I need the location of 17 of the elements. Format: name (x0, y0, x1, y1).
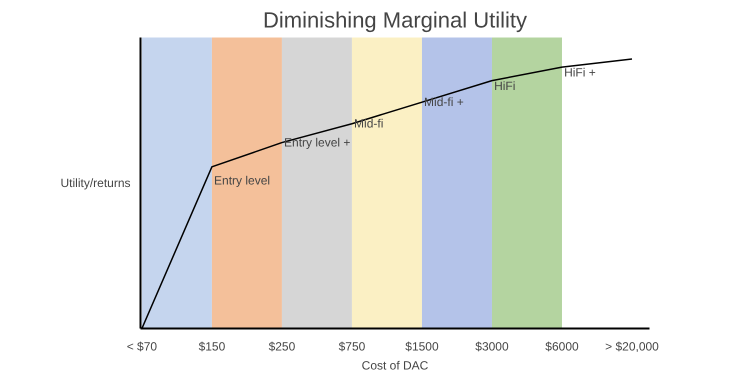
x-axis-title: Cost of DAC (362, 358, 429, 372)
y-axis-title: Utility/returns (60, 176, 130, 190)
x-tick-label: $1500 (405, 340, 439, 354)
annotation: Entry level (214, 173, 270, 188)
x-tick-label: $150 (198, 340, 226, 354)
annotation: Mid-fi (354, 116, 384, 131)
x-tick-label: $750 (338, 340, 366, 354)
x-tick-label: $3000 (475, 340, 509, 354)
annotation: HiFi (494, 79, 516, 93)
x-tick-label: $250 (268, 340, 296, 354)
x-tick-label: $6000 (545, 340, 579, 354)
x-tick-label: < $70 (126, 340, 158, 354)
x-tick-label: > $20,000 (605, 340, 660, 354)
annotation: Entry level + (284, 136, 350, 150)
annotation: Mid-fi + (424, 95, 464, 110)
annotation: HiFi + (564, 66, 596, 80)
chart-title: Diminishing Marginal Utility (262, 8, 528, 32)
